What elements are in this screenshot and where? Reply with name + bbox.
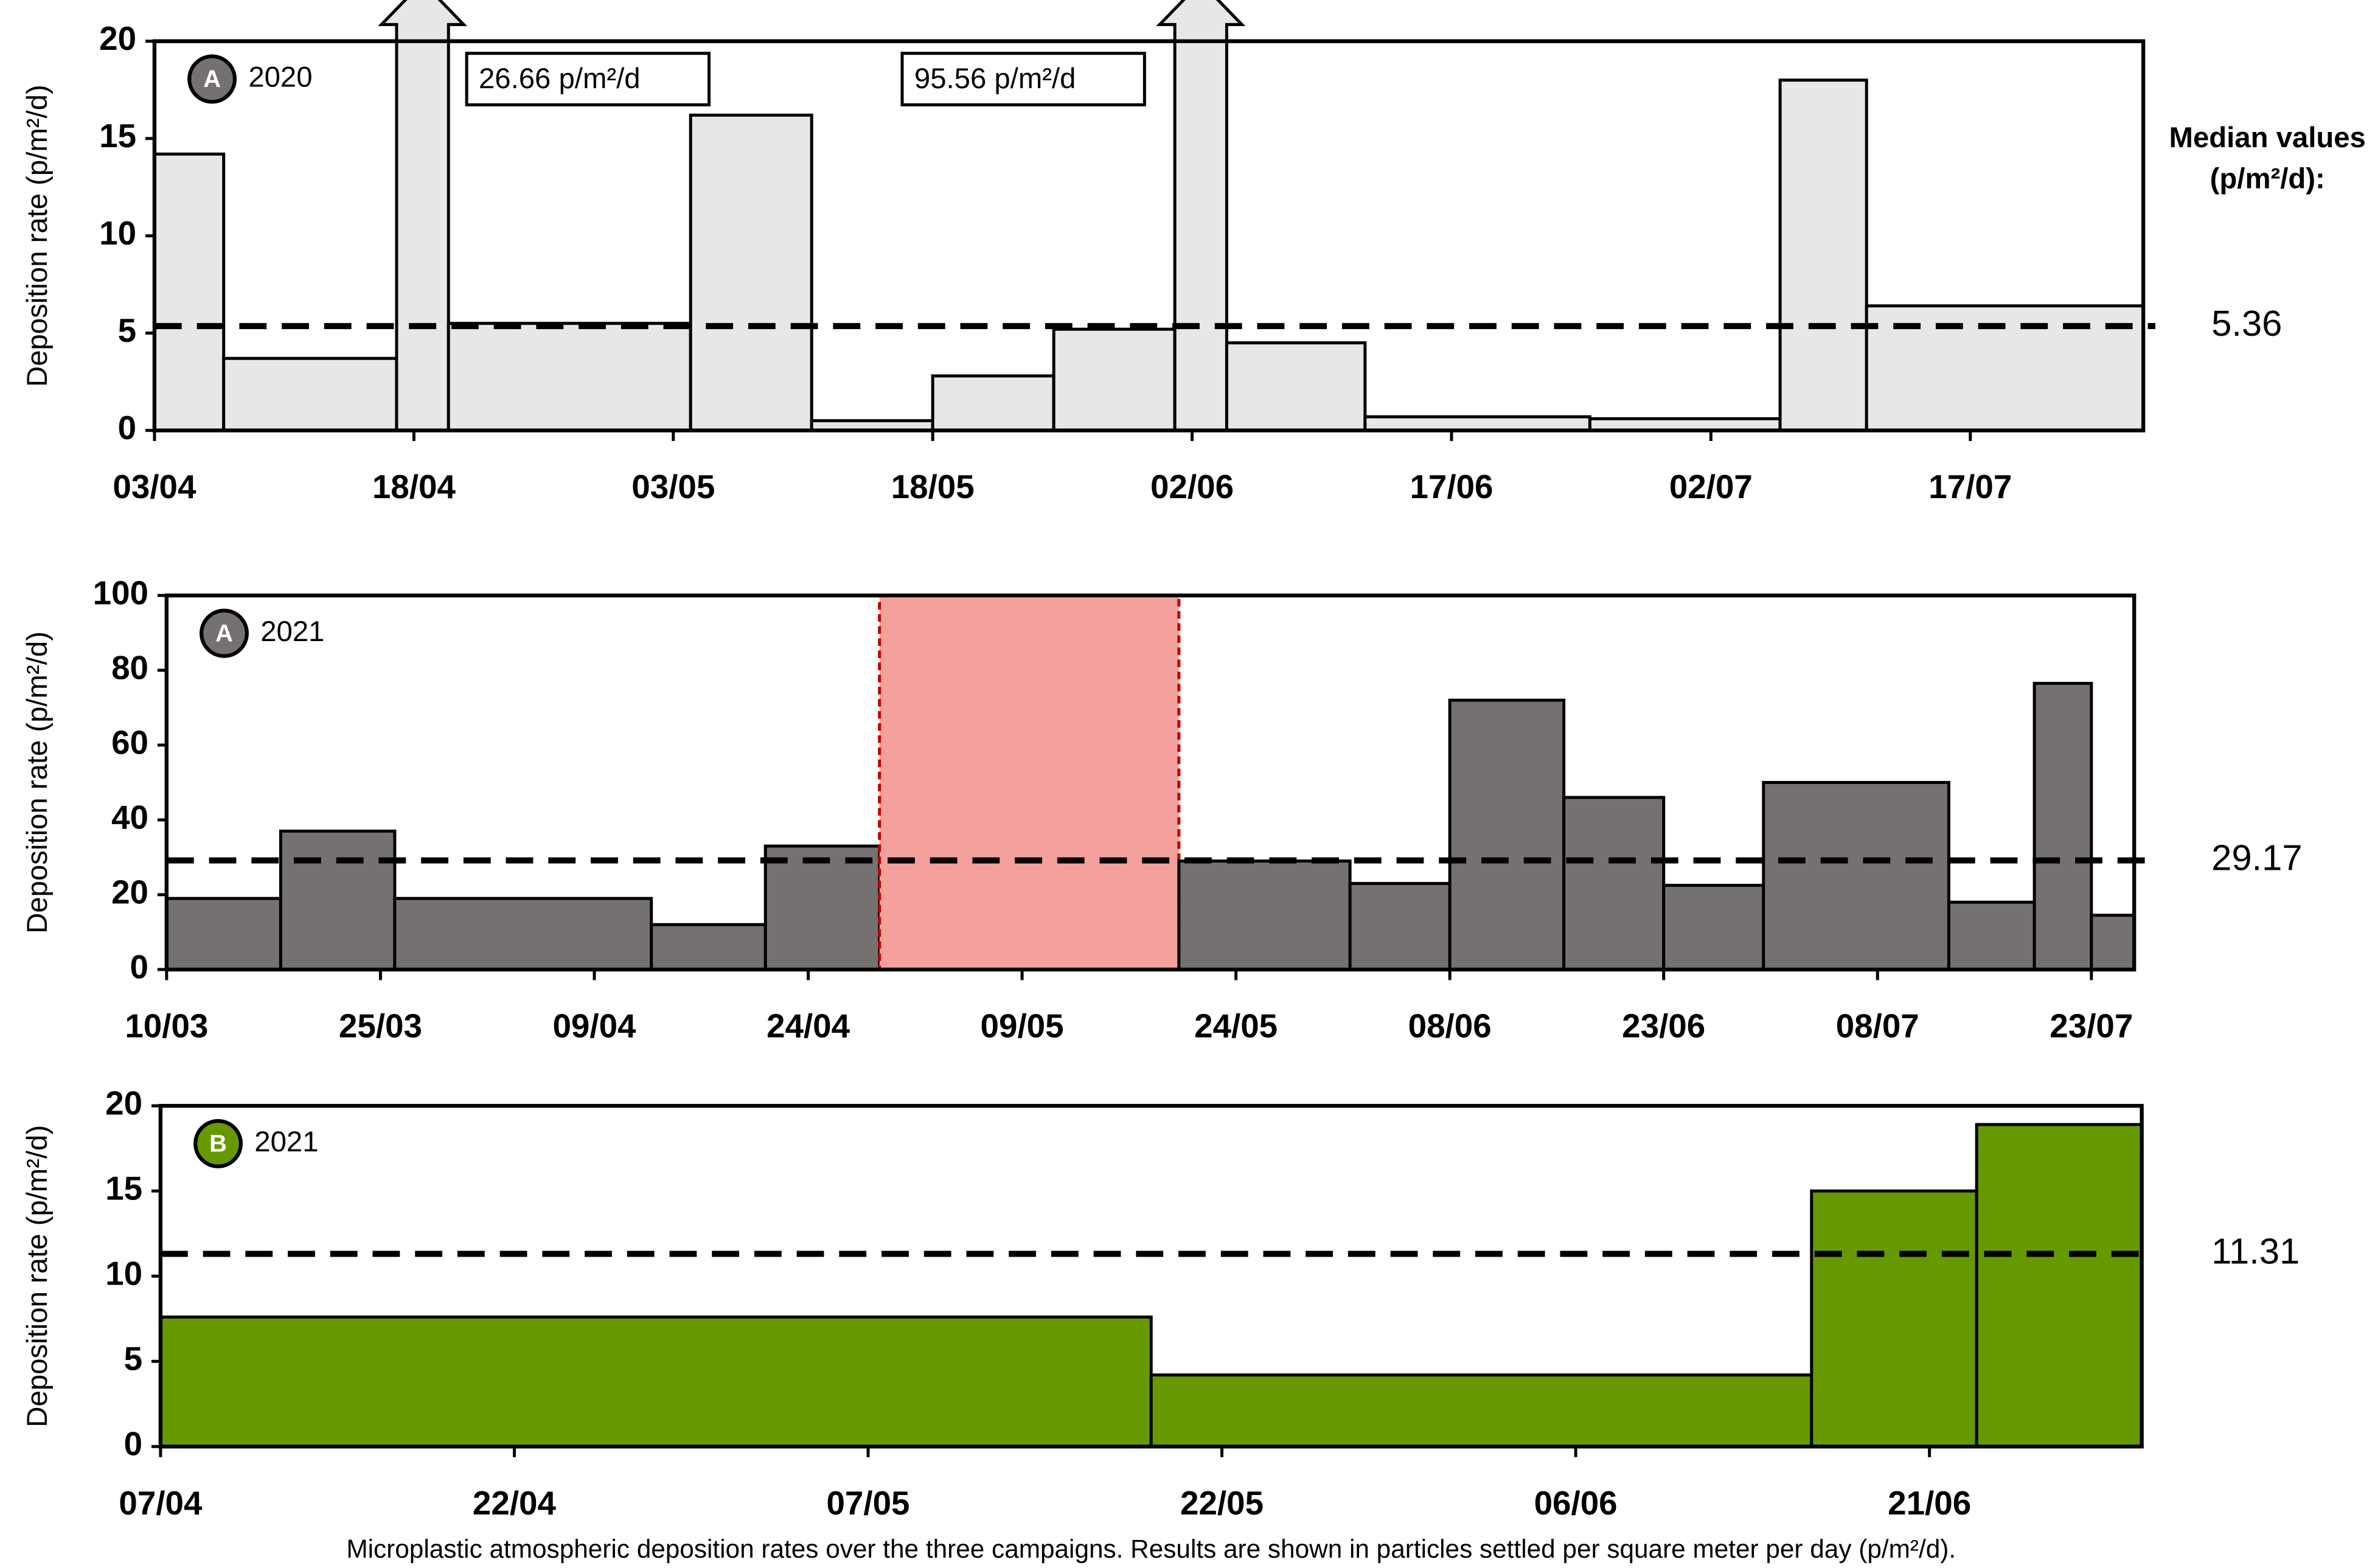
median-value: 5.36	[2211, 303, 2282, 344]
bar	[159, 1315, 1153, 1448]
x-tick-label: 17/06	[1410, 468, 1493, 505]
bar	[222, 356, 398, 432]
y-tick-label: 80	[111, 648, 148, 686]
badge-letter: A	[203, 66, 221, 92]
bar	[1947, 900, 2036, 971]
y-tick-label: 15	[99, 117, 136, 154]
x-tick-label: 18/04	[372, 468, 456, 505]
x-tick-label: 24/05	[1194, 1007, 1278, 1045]
plot-frame-line	[164, 593, 2137, 972]
bar	[2032, 682, 2093, 971]
panel-label: 2021	[260, 616, 324, 648]
median-header: (p/m²/d):	[2210, 162, 2325, 195]
value-label-box	[900, 52, 1146, 106]
bar	[1225, 341, 1367, 432]
x-tick-label: 08/06	[1408, 1007, 1492, 1045]
bar	[1348, 882, 1452, 971]
x-tick-label: 03/05	[631, 468, 715, 505]
badge	[200, 608, 249, 658]
y-tick-label: 20	[111, 873, 148, 911]
bar	[1149, 1373, 1813, 1448]
x-tick-label: 07/04	[119, 1484, 203, 1522]
x-tick-label: 25/03	[339, 1007, 422, 1045]
y-tick-label: 15	[105, 1170, 142, 1207]
x-tick-label: 22/04	[473, 1484, 557, 1522]
x-tick-label: 02/07	[1669, 468, 1753, 505]
value-label: 26.66 p/m²/d	[479, 63, 641, 95]
bar	[763, 844, 881, 971]
y-tick-label: 60	[111, 723, 148, 761]
bar	[1052, 327, 1177, 432]
badge	[193, 1119, 243, 1168]
value-label: 95.56 p/m²/d	[914, 63, 1076, 95]
panel-label: 2020	[248, 61, 312, 94]
y-tick-label: 5	[124, 1340, 142, 1378]
bar	[279, 829, 397, 971]
x-tick-label: 21/06	[1888, 1484, 1971, 1522]
y-tick-label: 0	[124, 1425, 142, 1463]
x-tick-label: 09/04	[552, 1007, 636, 1045]
badge	[187, 54, 237, 104]
bar	[1762, 781, 1950, 971]
bar	[650, 923, 767, 971]
x-tick-label: 06/06	[1534, 1484, 1618, 1522]
badge-letter: B	[209, 1130, 227, 1157]
y-tick-label: 5	[118, 311, 136, 349]
median-value: 29.17	[2211, 837, 2303, 878]
y-axis-label: Deposition rate (p/m²/d)	[21, 85, 54, 387]
x-tick-label: 10/03	[125, 1007, 208, 1045]
missing-period	[878, 594, 1181, 971]
bar	[1363, 415, 1591, 432]
value-label-box	[465, 52, 711, 106]
y-tick-label: 40	[111, 798, 148, 836]
x-tick-label: 22/05	[1180, 1484, 1264, 1522]
x-tick-label: 07/05	[826, 1484, 909, 1522]
x-tick-label: 18/05	[891, 468, 975, 505]
median-value: 11.31	[2211, 1230, 2300, 1271]
caption: Microplastic atmospheric deposition rate…	[346, 1535, 1956, 1563]
bar	[2090, 914, 2136, 971]
bar	[689, 113, 813, 432]
badge-letter: A	[215, 620, 233, 647]
bar	[1448, 698, 1566, 971]
bar	[931, 374, 1055, 432]
bar	[1562, 796, 1666, 971]
x-tick-label: 23/06	[1622, 1007, 1705, 1045]
y-tick-label: 0	[130, 948, 148, 985]
y-axis-label: Deposition rate (p/m²/d)	[21, 631, 54, 934]
bar	[165, 897, 282, 971]
x-tick-label: 09/05	[981, 1007, 1064, 1045]
y-tick-label: 0	[118, 409, 136, 446]
y-tick-label: 20	[99, 19, 136, 57]
bar	[447, 322, 692, 432]
y-tick-label: 100	[93, 574, 148, 611]
bar	[1975, 1123, 2144, 1448]
x-tick-label: 24/04	[767, 1007, 850, 1045]
y-tick-label: 10	[99, 214, 136, 252]
bar	[1177, 859, 1352, 971]
y-tick-label: 20	[105, 1084, 142, 1122]
y-tick-label: 10	[105, 1255, 142, 1292]
x-tick-label: 23/07	[2050, 1007, 2133, 1045]
x-tick-label: 02/06	[1150, 468, 1234, 505]
bar	[1778, 78, 1868, 432]
bar	[393, 897, 653, 971]
bar	[1810, 1189, 1978, 1448]
x-tick-label: 17/07	[1928, 468, 2012, 505]
bar	[1662, 884, 1765, 971]
x-tick-label: 08/07	[1836, 1007, 1919, 1045]
median-header: Median values	[2169, 122, 2366, 154]
panel-label: 2021	[254, 1126, 318, 1158]
y-axis-label: Deposition rate (p/m²/d)	[21, 1125, 54, 1428]
bar	[153, 152, 226, 432]
x-tick-label: 03/04	[113, 468, 196, 505]
